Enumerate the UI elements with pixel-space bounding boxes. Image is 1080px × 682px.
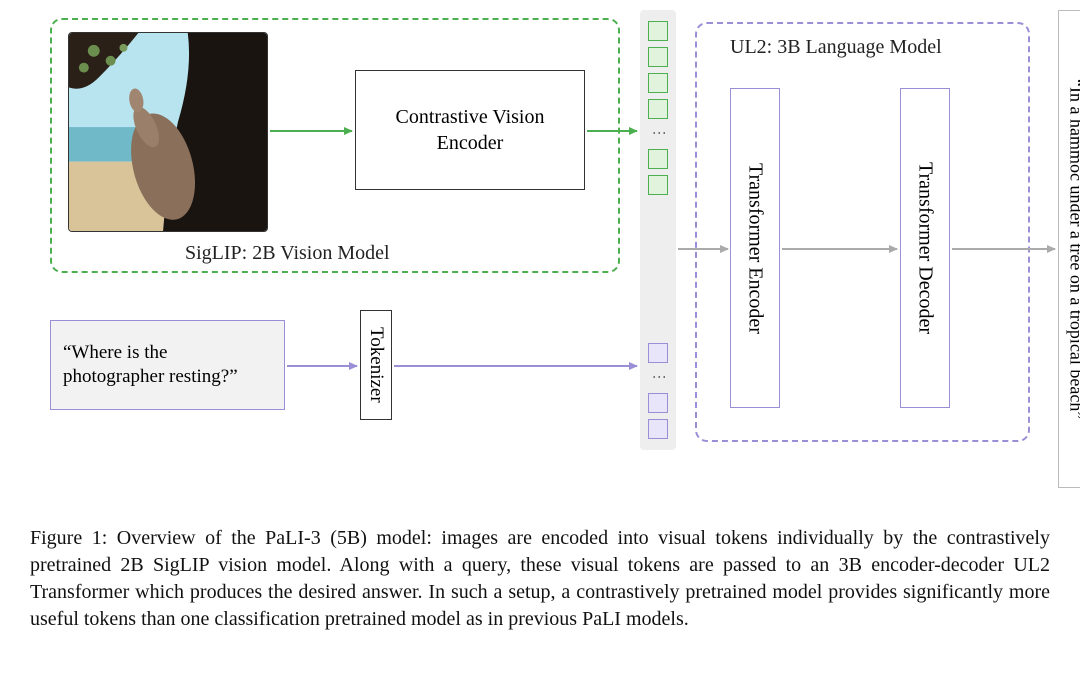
- transformer-encoder-block: Transformer Encoder: [730, 88, 780, 408]
- dec-to-output-arrow: [952, 248, 1055, 250]
- architecture-diagram: SigLIP: 2B Vision Model Contrastive Visi…: [30, 10, 1050, 490]
- img-to-encoder-arrow: [270, 130, 352, 132]
- output-text: “In a hammoc under a tree on a tropical …: [1058, 10, 1080, 488]
- visual-token: [648, 175, 668, 195]
- ul2-label: UL2: 3B Language Model: [730, 36, 942, 59]
- figure-caption: Figure 1: Overview of the PaLI-3 (5B) mo…: [30, 525, 1050, 633]
- text-token: [648, 393, 668, 413]
- siglip-label: SigLIP: 2B Vision Model: [185, 242, 390, 265]
- ellipsis: ⋮: [654, 126, 662, 142]
- prompt-to-tokenizer-arrow: [287, 365, 357, 367]
- text-prompt: “Where is the photographer resting?”: [50, 320, 285, 410]
- tokenizer-block: Tokenizer: [360, 310, 392, 420]
- input-image: [68, 32, 268, 232]
- tokens-to-ul2-arrow: [678, 248, 728, 250]
- enc-to-dec-arrow: [782, 248, 897, 250]
- text-token: [648, 419, 668, 439]
- visual-token: [648, 47, 668, 67]
- encoder-to-tokens-arrow: [587, 130, 637, 132]
- ellipsis: ⋮: [654, 370, 662, 386]
- visual-token: [648, 99, 668, 119]
- beach-photo-icon: [69, 33, 267, 231]
- token-column: ⋮ ⋮: [640, 10, 676, 450]
- visual-token: [648, 149, 668, 169]
- visual-token: [648, 21, 668, 41]
- visual-token: [648, 73, 668, 93]
- tokenizer-to-tokens-arrow: [394, 365, 637, 367]
- vision-encoder-block: Contrastive Vision Encoder: [355, 70, 585, 190]
- transformer-decoder-block: Transformer Decoder: [900, 88, 950, 408]
- text-token: [648, 343, 668, 363]
